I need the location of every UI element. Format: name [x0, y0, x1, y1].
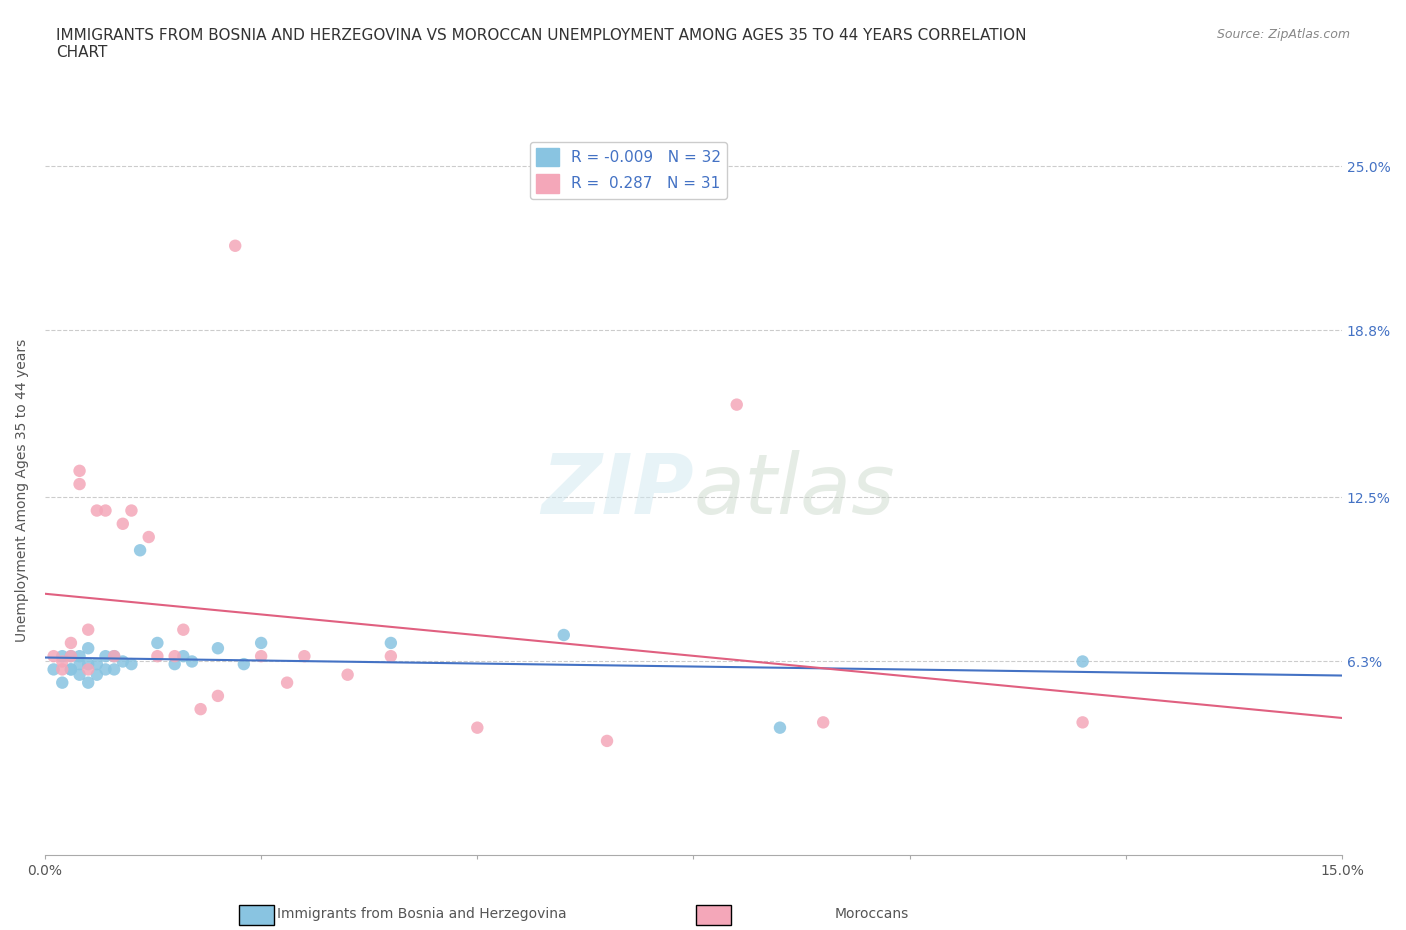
Y-axis label: Unemployment Among Ages 35 to 44 years: Unemployment Among Ages 35 to 44 years: [15, 339, 30, 643]
Point: [380, 649, 402, 664]
Point: [120, 503, 142, 518]
Point: [1071, 654, 1094, 669]
Point: [51, 662, 73, 677]
Point: [69, 477, 91, 492]
Point: [69, 657, 91, 671]
Point: [129, 543, 152, 558]
Point: [42, 662, 65, 677]
Point: [163, 649, 186, 664]
Point: [94, 649, 117, 664]
Point: [94, 503, 117, 518]
Point: [103, 662, 125, 677]
Point: [51, 654, 73, 669]
Point: [59, 649, 82, 664]
Point: [224, 238, 246, 253]
Point: [232, 657, 254, 671]
Point: [380, 635, 402, 650]
Point: [336, 668, 359, 683]
Point: [86, 657, 108, 671]
Point: [77, 675, 100, 690]
Point: [51, 649, 73, 664]
Text: Immigrants from Bosnia and Herzegovina: Immigrants from Bosnia and Herzegovina: [277, 907, 567, 921]
Point: [86, 503, 108, 518]
Point: [77, 662, 100, 677]
Point: [1071, 715, 1094, 730]
Point: [596, 734, 619, 749]
Point: [59, 649, 82, 664]
Point: [172, 649, 194, 664]
Legend: R = -0.009   N = 32, R =  0.287   N = 31: R = -0.009 N = 32, R = 0.287 N = 31: [530, 141, 727, 199]
Text: IMMIGRANTS FROM BOSNIA AND HERZEGOVINA VS MOROCCAN UNEMPLOYMENT AMONG AGES 35 TO: IMMIGRANTS FROM BOSNIA AND HERZEGOVINA V…: [56, 28, 1026, 60]
Point: [769, 720, 792, 735]
Point: [250, 649, 273, 664]
Point: [51, 675, 73, 690]
Point: [59, 662, 82, 677]
Point: [69, 668, 91, 683]
Point: [138, 529, 160, 544]
Point: [77, 622, 100, 637]
Text: Source: ZipAtlas.com: Source: ZipAtlas.com: [1216, 28, 1350, 41]
Point: [207, 688, 229, 703]
Point: [94, 662, 117, 677]
Point: [146, 635, 169, 650]
Point: [181, 654, 204, 669]
Point: [103, 649, 125, 664]
Point: [553, 628, 575, 643]
Point: [811, 715, 834, 730]
Point: [190, 702, 212, 717]
Point: [86, 668, 108, 683]
Point: [172, 622, 194, 637]
Point: [146, 649, 169, 664]
Point: [250, 635, 273, 650]
Point: [59, 662, 82, 677]
Text: ZIP: ZIP: [541, 450, 693, 531]
Text: atlas: atlas: [693, 450, 896, 531]
Point: [725, 397, 748, 412]
Text: Moroccans: Moroccans: [835, 907, 908, 921]
Point: [77, 657, 100, 671]
Point: [69, 649, 91, 664]
Point: [42, 649, 65, 664]
Point: [163, 657, 186, 671]
Point: [465, 720, 488, 735]
Point: [292, 649, 315, 664]
Point: [103, 649, 125, 664]
Point: [59, 635, 82, 650]
Point: [111, 654, 134, 669]
Point: [276, 675, 298, 690]
Point: [77, 641, 100, 656]
Point: [111, 516, 134, 531]
Point: [207, 641, 229, 656]
Point: [120, 657, 142, 671]
Point: [69, 463, 91, 478]
